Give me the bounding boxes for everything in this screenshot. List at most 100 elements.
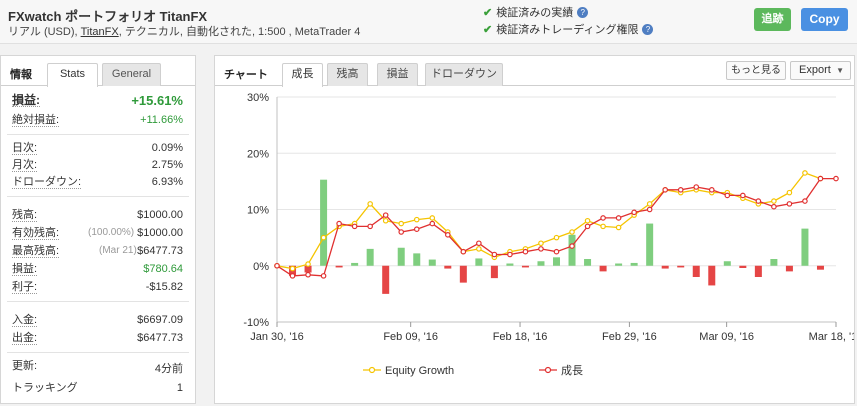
deposits-label: 入金: — [12, 314, 38, 327]
bar — [459, 265, 467, 283]
growth-point — [693, 184, 700, 190]
growth-point — [584, 223, 591, 230]
chevron-down-icon: ▼ — [836, 66, 844, 75]
bar — [506, 263, 514, 266]
broker-link[interactable]: TitanFX — [80, 26, 119, 38]
growth-point — [646, 206, 653, 213]
bar — [754, 265, 762, 277]
x-tick-label: Mar 09, '16 — [699, 331, 754, 343]
verified-track-record: ✔ 検証済みの実績? — [483, 4, 589, 20]
growth-point — [600, 215, 606, 221]
growth-point — [429, 220, 436, 227]
growth-point — [569, 243, 575, 249]
x-tick-label: Feb 18, '16 — [493, 331, 548, 343]
legend-equity-label: Equity Growth — [385, 365, 454, 377]
growth-point — [771, 203, 777, 210]
bar — [475, 258, 483, 266]
highest-label: 最高残高: — [12, 245, 60, 258]
equity-growth-point — [553, 234, 560, 241]
tab-general[interactable]: General — [102, 63, 161, 86]
growth-point — [740, 192, 746, 199]
chart-panel: チャート 成長 残高 損益 ドローダウン もっと見る Export ▼ 30% 20… — [214, 55, 855, 404]
interest-label: 利子: — [12, 281, 38, 294]
info-tab-label: 情報 — [10, 69, 32, 81]
growth-point — [724, 192, 731, 199]
y-tick-label: 20% — [247, 148, 269, 160]
growth-point — [460, 248, 467, 255]
tab-balance[interactable]: 残高 — [327, 63, 368, 86]
monthly-label: 月次: — [12, 159, 38, 172]
legend-growth-label: 成長 — [561, 364, 583, 377]
bar — [584, 259, 592, 266]
gain-row: 損益: +15.61% — [1, 93, 195, 110]
copy-button[interactable]: Copy — [801, 8, 848, 31]
equity-growth-point — [367, 201, 373, 207]
tab-stats[interactable]: Stats — [47, 63, 98, 87]
equity-growth-point — [398, 220, 405, 227]
withdrawals-label: 出金: — [12, 332, 38, 345]
growth-point — [398, 229, 405, 235]
growth-point — [305, 271, 311, 278]
equity-growth-point — [429, 215, 436, 221]
updated-label: 更新: — [12, 360, 38, 372]
balance-row: 残高: $1000.00 — [1, 207, 195, 224]
equity-growth-point — [584, 217, 591, 224]
equity-growth-point — [615, 224, 622, 231]
equity-value: $1000.00 — [137, 227, 183, 239]
equity-growth-point — [538, 240, 544, 247]
abs-gain-row: 絶対損益: +11.66% — [1, 112, 195, 129]
withdrawals-value: $6477.73 — [137, 332, 183, 344]
tab-drawdown[interactable]: ドローダウン — [425, 63, 503, 86]
x-tick-label: Jan 30, '16 — [250, 331, 303, 343]
highest-date: (Mar 21) — [99, 245, 137, 256]
divider — [7, 301, 189, 302]
tracking-label: トラッキング — [12, 382, 78, 394]
equity-growth-point — [289, 265, 296, 272]
bar — [599, 265, 607, 272]
growth-point — [413, 226, 420, 232]
equity-percent: (100.00%) — [88, 227, 135, 238]
growth-point — [522, 248, 529, 255]
daily-value: 0.09% — [151, 142, 183, 154]
growth-point — [786, 201, 793, 207]
more-button[interactable]: もっと見る — [726, 61, 786, 80]
growth-point — [351, 223, 358, 230]
help-icon[interactable]: ? — [577, 7, 589, 18]
bar — [304, 265, 312, 273]
daily-label: 日次: — [12, 142, 38, 155]
highest-value: $6477.73 — [137, 245, 183, 257]
monthly-value: 2.75% — [151, 159, 183, 171]
bar — [630, 262, 638, 266]
account-header: FXwatch ポートフォリオ TitanFX リアル (USD), Titan… — [0, 0, 857, 44]
y-tick-label: 0% — [253, 261, 269, 273]
growth-point — [445, 232, 451, 238]
legend-equity-marker — [368, 366, 376, 374]
check-icon: ✔ — [483, 24, 493, 36]
growth-point — [833, 175, 839, 182]
bar — [568, 234, 576, 266]
equity-growth-point — [476, 246, 482, 252]
equity-growth-point — [320, 234, 327, 241]
verified-trading-privileges-label: 検証済みトレーディング権限 — [496, 24, 639, 36]
y-tick-label: 10% — [247, 205, 269, 217]
equity-growth-point — [382, 217, 389, 224]
updated-value: 4分前 — [154, 363, 183, 375]
export-dropdown[interactable]: Export ▼ — [790, 61, 851, 80]
daily-row: 日次: 0.09% — [1, 140, 195, 157]
help-icon[interactable]: ? — [642, 24, 654, 35]
verified-trading-privileges: ✔ 検証済みトレーディング権限? — [483, 21, 654, 37]
highest-row: 最高残高: (Mar 21) $6477.73 — [1, 243, 195, 260]
tab-growth[interactable]: 成長 — [282, 63, 323, 87]
bar — [770, 259, 778, 266]
tab-profit[interactable]: 損益 — [377, 63, 418, 86]
deposits-row: 入金: $6697.09 — [1, 312, 195, 329]
abs-gain-value: +11.66% — [140, 114, 183, 126]
gain-value: +15.61% — [131, 93, 183, 108]
growth-point — [615, 215, 622, 221]
follow-button[interactable]: 追跡 — [754, 8, 791, 31]
info-panel: 情報 Stats General 損益: +15.61% 絶対損益: +11.6… — [0, 55, 196, 404]
equity-growth-point — [802, 170, 808, 176]
growth-point — [382, 212, 389, 218]
monthly-row: 月次: 2.75% — [1, 157, 195, 174]
bar — [537, 261, 545, 266]
